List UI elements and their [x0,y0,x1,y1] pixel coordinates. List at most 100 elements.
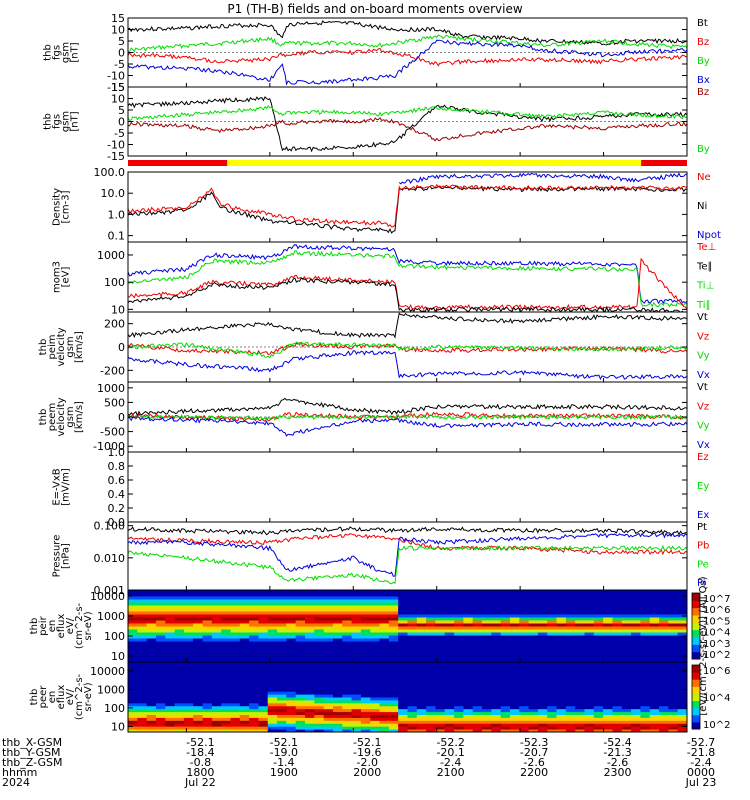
spectrogram-cell [193,720,204,724]
spectrogram-cell [351,659,362,662]
spectrogram-cell [398,653,408,657]
spectrogram-cell [556,611,567,615]
spectrogram-cell [565,711,576,715]
spectrogram-cell [342,673,353,678]
spectrogram-cell [295,629,306,633]
spectrogram-cell [370,620,381,624]
spectrogram-cell [668,664,679,669]
spectrogram-cell [640,611,651,615]
spectrogram-cell [221,714,231,718]
spectrogram-cell [463,608,474,612]
spectrogram-cell [379,711,390,715]
spectrogram-cell [426,641,436,645]
spectrogram-cell [351,617,362,621]
spectrogram-cell [221,614,231,618]
spectrogram-cell [565,650,576,654]
spectrogram-cell [668,605,679,609]
y-axis-label: thb [29,618,40,635]
spectrogram-cell [668,720,679,724]
spectrogram-cell [258,670,269,675]
spectrogram-cell [482,717,492,721]
spectrogram-cell [230,629,241,633]
spectrogram-cell [519,694,530,698]
spectrogram-cell [295,599,306,603]
spectrogram-cell [565,729,576,732]
spectrogram-cell [426,664,436,669]
spectrogram-cell [295,623,306,627]
spectrogram-cell [649,691,660,695]
footer-value: -2.6 [607,756,628,769]
y-tick-label: -5 [114,127,125,140]
spectrogram-cell [668,608,679,612]
spectrogram-cell [556,599,567,603]
spectrogram-cell [332,679,343,683]
spectrogram-cell [519,699,530,704]
spectrogram-cell [472,697,483,701]
spectrogram-cell [677,605,687,609]
spectrogram-cell [249,705,259,710]
spectrogram-cell [388,638,399,642]
spectrogram-cell [174,697,185,701]
spectrogram-cell [528,711,539,715]
spectrogram-cell [221,608,231,612]
spectrogram-cell [575,608,586,612]
colorbar-label: 10^2 [703,650,730,661]
spectrogram-cell [202,614,213,618]
spectrogram-cell [221,659,231,662]
spectrogram-cell [435,656,446,660]
spectrogram-cell [137,653,148,657]
footer-value: -2.4 [440,756,461,769]
spectrogram-cell [221,676,231,680]
series-line-darkred [128,116,687,142]
spectrogram-cell [128,664,138,669]
spectrogram-cell [230,676,241,680]
spectrogram-cell [407,667,418,672]
spectrogram-cell [668,593,679,597]
spectrogram-cell [575,617,586,621]
series-line-black [128,20,687,46]
spectrogram-cell [128,644,138,648]
spectrogram-cell [267,723,278,727]
spectrogram-cell [146,617,157,621]
spectrogram-cell [388,673,399,678]
spectrogram-cell [360,629,371,633]
spectrogram-cell [603,702,613,707]
spectrogram-cell [193,726,204,730]
spectrogram-cell [426,659,436,662]
spectrogram-cell [509,688,520,692]
spectrogram-cell [565,641,576,645]
spectrogram-cell [565,708,576,713]
spectrogram-cell [146,614,157,618]
spectrogram-cell [277,694,287,698]
spectrogram-cell [584,702,595,707]
spectrogram-cell [547,623,558,627]
spectrogram-cell [379,650,390,654]
spectrogram-cell [668,653,679,657]
spectrogram-cell [463,593,474,597]
spectrogram-cell [547,688,558,692]
spectrogram-cell [146,593,157,597]
spectrogram-cell [528,667,539,672]
spectrogram-cell [351,632,362,636]
spectrogram-cell [509,623,520,627]
spectrogram-cell [556,723,567,727]
spectrogram-cell [621,638,632,642]
spectrogram-cell [286,641,297,645]
spectrogram-cell [249,617,259,621]
spectrogram-cell [360,608,371,612]
spectrogram-cell [379,644,390,648]
spectrogram-cell [398,602,408,606]
spectrogram-cell [230,611,241,615]
spectrogram-cell [435,617,446,621]
spectrogram-cell [183,705,194,710]
spectrogram-cell [547,697,558,701]
spectrogram-cell [360,726,371,730]
spectrogram-cell [165,667,176,672]
spectrogram-cell [258,644,269,648]
spectrogram-cell [221,720,231,724]
spectrogram-cell [677,653,687,657]
spectrogram-cell [323,605,334,609]
spectrogram-cell [593,614,604,618]
spectrogram-cell [230,659,241,662]
